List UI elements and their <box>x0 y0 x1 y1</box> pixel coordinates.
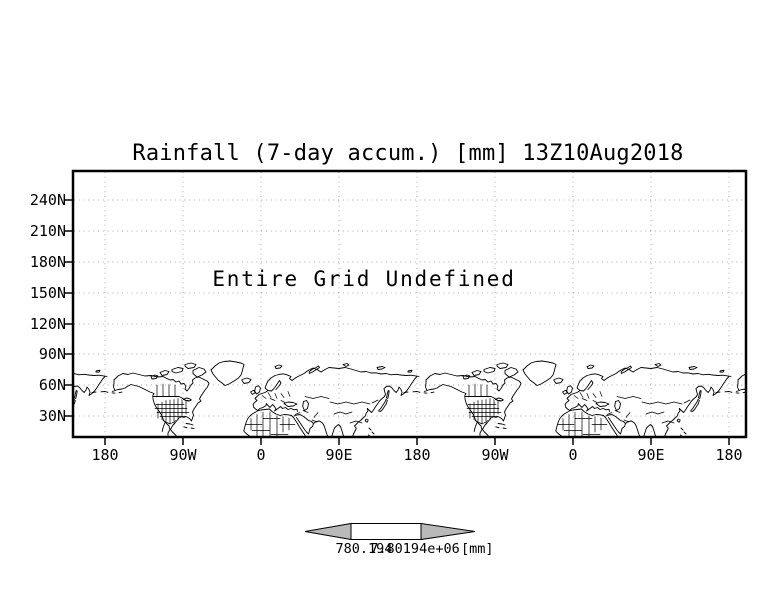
x-axis-label: 0 <box>568 446 578 464</box>
y-axis-label: 180N <box>29 253 66 271</box>
world-map-coastlines <box>74 360 745 436</box>
colorbar-box <box>350 523 422 540</box>
plot-title: Rainfall (7-day accum.) [mm] 13Z10Aug201… <box>132 141 684 166</box>
x-axis-label: 0 <box>256 446 266 464</box>
plot-border <box>71 169 748 439</box>
x-axis-label: 90W <box>481 446 509 464</box>
x-axis-label: 90W <box>169 446 197 464</box>
colorbar <box>304 522 476 541</box>
y-axis-label: 120N <box>29 315 66 333</box>
x-axis-label: 180 <box>403 446 431 464</box>
x-axis-label: 90E <box>637 446 665 464</box>
x-axis-label: 180 <box>715 446 743 464</box>
y-axis-label: 30N <box>38 407 66 425</box>
y-axis-label: 60N <box>38 376 66 394</box>
colorbar-units: [mm] <box>461 541 494 557</box>
colorbar-right-value: 7.80194e+06 <box>370 541 460 557</box>
y-axis-label: 90N <box>38 345 66 363</box>
colorbar-left-arrow-icon <box>304 522 352 541</box>
colorbar-left-value: 780.194 <box>335 541 393 557</box>
graticule-gridlines <box>74 172 745 437</box>
y-axis-label: 240N <box>29 191 66 209</box>
y-axis-label: 210N <box>29 222 66 240</box>
axis-ticks <box>64 199 730 445</box>
x-axis-label: 180 <box>91 446 119 464</box>
x-axis-label: 90E <box>325 446 353 464</box>
colorbar-right-arrow-icon <box>420 522 476 541</box>
y-axis-label: 150N <box>29 284 66 302</box>
grid-undefined-message: Entire Grid Undefined <box>212 267 516 291</box>
